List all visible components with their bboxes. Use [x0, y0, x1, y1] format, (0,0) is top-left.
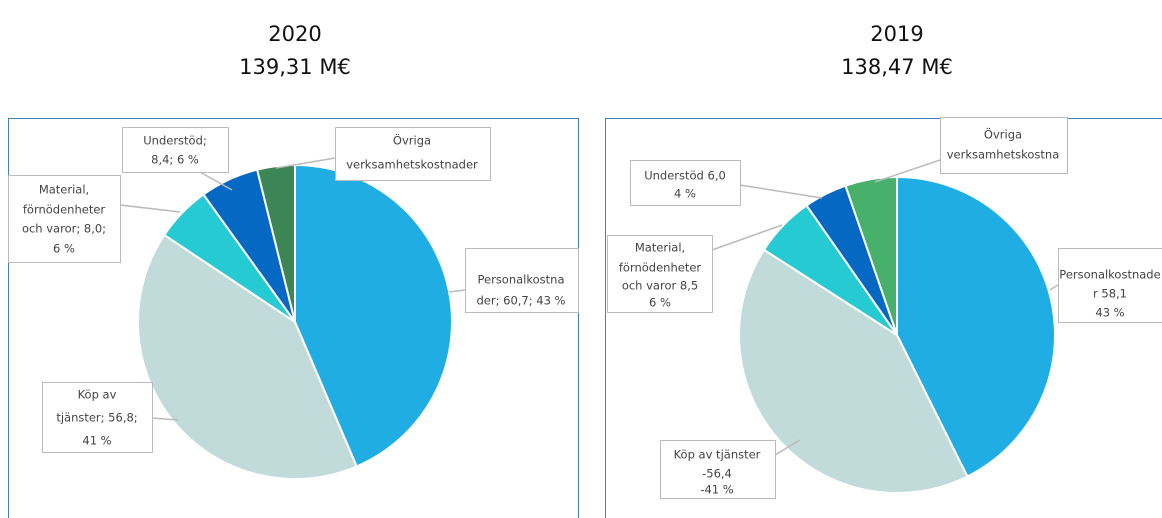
data-label: 4 % [674, 187, 696, 201]
label-box [940, 117, 1068, 174]
chart-frame [8, 118, 579, 518]
chart-subtitle: 138,47 M€ [841, 55, 953, 79]
data-label: Köp av tjänster [674, 448, 761, 462]
label-box [42, 382, 153, 453]
label-box [8, 175, 121, 263]
label-box [660, 440, 776, 499]
leader-line [199, 171, 233, 191]
data-label: Personalkostnade [1059, 268, 1160, 282]
data-label: 8,4; 6 % [151, 153, 199, 167]
leader-line [774, 439, 801, 456]
chart-subtitle: 139,31 M€ [239, 55, 351, 79]
leader-line [739, 184, 823, 199]
data-label: -56,4 [702, 467, 732, 481]
data-label: Köp av [78, 388, 117, 402]
label-box [335, 127, 491, 181]
data-label: 6 % [649, 296, 671, 310]
label-box [630, 160, 741, 206]
data-label: Övriga [984, 126, 1022, 142]
label-box [465, 248, 579, 313]
leader-line [448, 289, 466, 293]
data-label: Understöd; [143, 134, 207, 148]
data-label: Personalkostna [477, 273, 564, 287]
label-box [1058, 248, 1162, 323]
pie-slice [844, 175, 898, 336]
leader-line [711, 224, 783, 251]
pie-slice [137, 233, 358, 480]
data-label: Understöd 6,0 [644, 169, 726, 183]
data-label: förnödenheter [23, 203, 106, 217]
leader-line [275, 157, 336, 169]
chart-title: 2019 [870, 22, 923, 46]
data-label: förnödenheter [619, 261, 702, 275]
data-label: -41 % [700, 483, 733, 497]
pie-slice [896, 175, 1057, 478]
leader-line [119, 204, 181, 213]
data-label: 43 % [1095, 306, 1124, 320]
pie-slice [738, 248, 969, 494]
label-box [607, 235, 713, 313]
chart-title: 2020 [268, 22, 321, 46]
label-box [122, 127, 229, 173]
data-label: Material, [635, 241, 685, 255]
data-label: 41 % [82, 434, 111, 448]
data-label: verksamhetskostnader [346, 158, 478, 172]
data-label: och varor 8,5 [622, 279, 698, 293]
leader-line [874, 159, 941, 183]
data-label: tjänster; 56,8; [56, 411, 137, 425]
data-label: Material, [39, 183, 89, 197]
data-label: 6 % [53, 242, 75, 256]
leader-line [1049, 284, 1059, 291]
data-label: Övriga [393, 132, 431, 148]
leader-line [151, 417, 179, 421]
data-label: och varor; 8,0; [22, 222, 106, 236]
data-label: der; 60,7; 43 % [477, 294, 566, 308]
data-label: r 58,1 [1093, 287, 1127, 301]
chart-frame [605, 118, 1162, 518]
data-label: verksamhetskostna [947, 148, 1060, 162]
